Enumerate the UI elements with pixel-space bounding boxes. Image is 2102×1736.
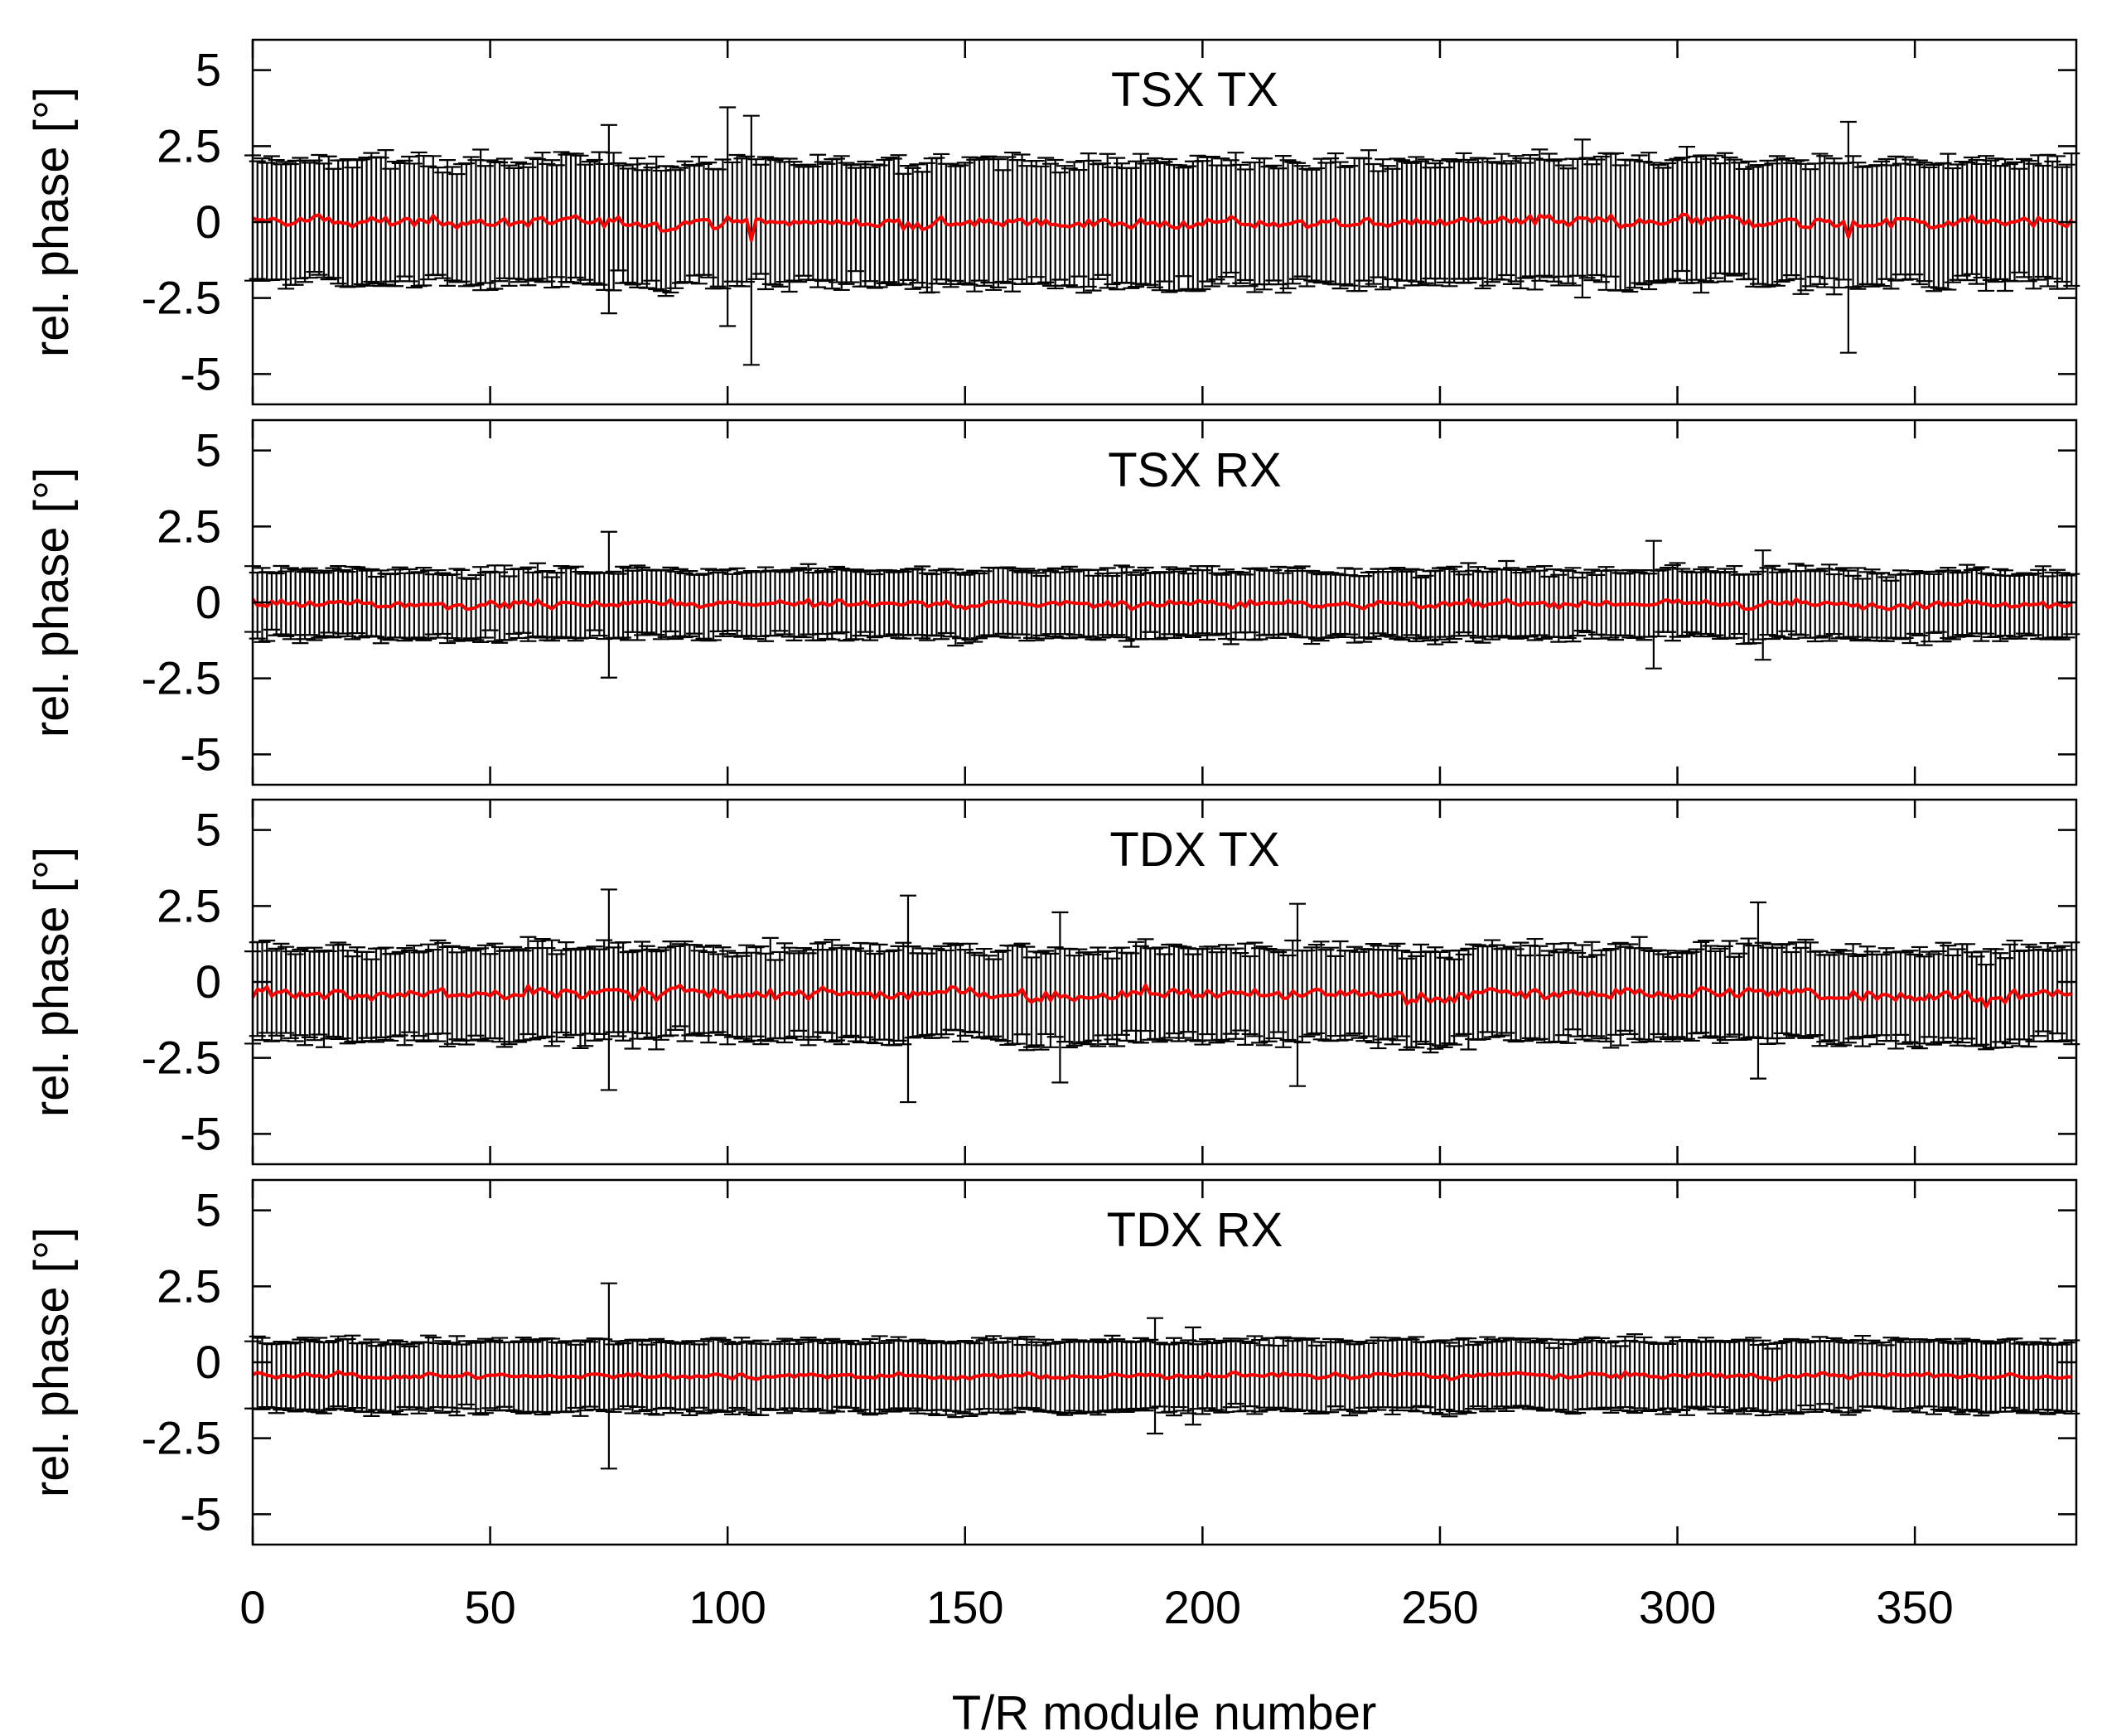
x-tick-label: 0 [239, 1581, 265, 1633]
panel-tdx-rx: 5 2.5 0 -2.5 -5 TDX RX rel. phase [°] [25, 1178, 2080, 1546]
errorbar-group [244, 106, 2080, 366]
y-tick-label: 2.5 [157, 500, 221, 552]
x-tick-label: 350 [1876, 1581, 1953, 1633]
y-tick-label: -2.5 [142, 1412, 222, 1464]
panel-title: TSX RX [1108, 443, 1282, 497]
mean-phase-line [251, 597, 2073, 612]
x-tick-label: 50 [464, 1581, 515, 1633]
panel-title: TDX TX [1109, 823, 1279, 877]
y-tick-label: 0 [196, 1336, 221, 1388]
panels: 5 2.5 0 -2.5 -5 TSX TX rel. phase [°] 5 2.5 0 -2.5… [25, 38, 2080, 1546]
y-tick-label: -2.5 [142, 652, 222, 704]
panel-tdx-tx: 5 2.5 0 -2.5 -5 TDX TX rel. phase [°] [25, 798, 2080, 1166]
panel-tsx-tx: 5 2.5 0 -2.5 -5 TSX TX rel. phase [°] [25, 38, 2080, 406]
y-tick-label: -2.5 [142, 1032, 222, 1084]
y-tick-label: -5 [180, 1487, 221, 1540]
x-tick-label: 250 [1401, 1581, 1478, 1633]
y-tick-label: 5 [196, 424, 221, 476]
y-axis-title: rel. phase [°] [25, 467, 79, 737]
y-tick-label: -2.5 [142, 272, 222, 324]
y-tick-label: 5 [196, 804, 221, 856]
y-tick-label: 5 [196, 44, 221, 96]
y-axis-title: rel. phase [°] [25, 87, 79, 357]
panel-title: TSX TX [1111, 63, 1278, 117]
y-tick-label: -5 [180, 1107, 221, 1159]
mean-phase-line [252, 1369, 2072, 1382]
y-tick-label: -5 [180, 347, 221, 399]
x-tick-label: 300 [1639, 1581, 1716, 1633]
y-axis-title: rel. phase [°] [25, 1227, 79, 1497]
x-tick-label: 200 [1164, 1581, 1241, 1633]
panel-title: TDX RX [1107, 1203, 1283, 1257]
y-tick-label: 0 [196, 576, 221, 628]
x-axis-title: T/R module number [952, 1686, 1377, 1736]
errorbar-group [244, 530, 2080, 679]
y-tick-label: 2.5 [157, 879, 221, 931]
y-tick-label: 2.5 [157, 1260, 221, 1312]
x-axis: 0 50 100 150 200 250 300 350 [239, 1581, 1953, 1633]
mean-phase-line [251, 983, 2073, 1009]
y-tick-label: 0 [196, 196, 221, 248]
x-tick-label: 150 [926, 1581, 1003, 1633]
mean-phase-line [252, 212, 2073, 242]
x-tick-label: 100 [689, 1581, 766, 1633]
y-tick-label: 2.5 [157, 119, 221, 172]
y-tick-label: -5 [180, 728, 221, 780]
y-tick-label: 0 [196, 955, 221, 1008]
y-tick-label: 5 [196, 1184, 221, 1236]
y-axis-title: rel. phase [°] [25, 847, 79, 1117]
panel-tsx-rx: 5 2.5 0 -2.5 -5 TSX RX rel. phase [°] [25, 418, 2080, 786]
